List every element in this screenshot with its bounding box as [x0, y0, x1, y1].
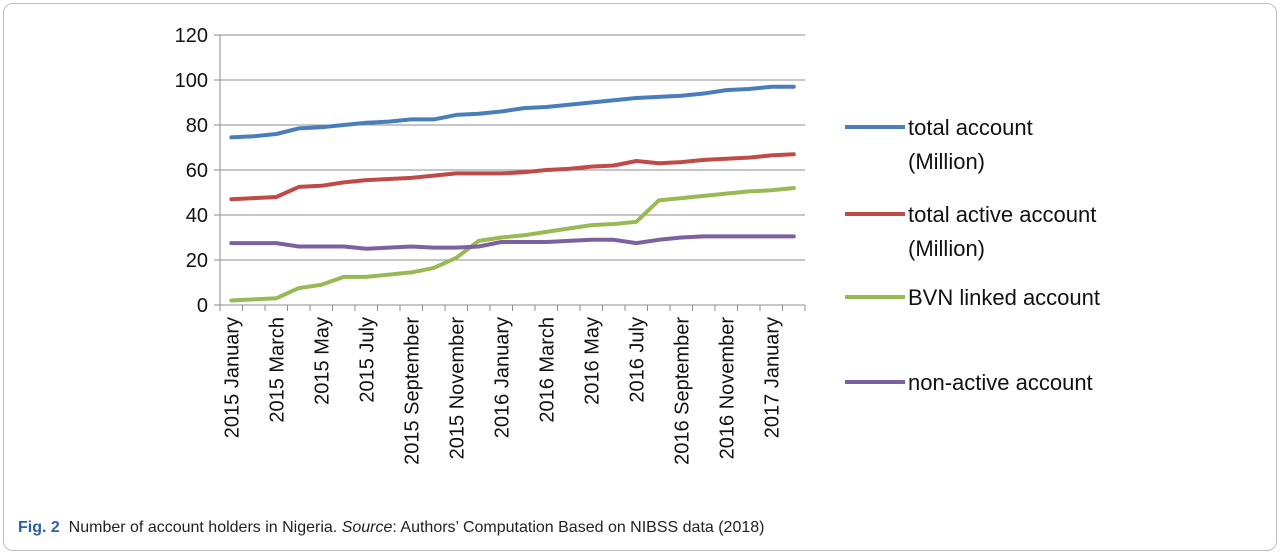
figure-label: Fig. 2 — [18, 519, 60, 536]
figure-caption: Fig. 2 Number of account holders in Nige… — [18, 519, 764, 537]
y-tick-label: 60 — [186, 160, 208, 182]
y-axis-ticks: 0 20 40 60 80 100 120 — [175, 25, 220, 317]
caption-source-label: Source — [341, 519, 393, 536]
x-tick-label: 2015 September — [401, 317, 423, 465]
x-tick-label: 2015 May — [311, 317, 333, 405]
x-tick-label: 2015 January — [221, 317, 243, 438]
x-tick-label: 2016 March — [536, 317, 558, 423]
x-tick-label: 2017 January — [761, 317, 783, 438]
legend-label: total active account — [908, 202, 1096, 227]
legend-label: non-active account — [908, 370, 1093, 395]
y-tick-label: 80 — [186, 115, 208, 137]
series-line — [229, 84, 796, 140]
x-axis-ticks: 2015 January 2015 March 2015 May 2015 July 2… — [219, 305, 806, 465]
caption-source-text: : Authors’ Computation Based on NIBSS da… — [392, 519, 765, 536]
figure-frame — [3, 3, 1277, 551]
legend-label: total account — [908, 115, 1033, 140]
caption-text: Number of account holders in Nigeria. — [68, 519, 338, 536]
y-tick-label: 100 — [175, 70, 208, 92]
legend-label: (Million) — [908, 236, 985, 261]
x-tick-label: 2015 March — [266, 317, 288, 423]
chart-gridlines — [220, 34, 805, 261]
y-tick-label: 20 — [186, 250, 208, 272]
x-tick-label: 2016 September — [671, 317, 693, 465]
x-tick-label: 2015 November — [446, 317, 468, 460]
chart-legend: total account (Million) total active accou… — [845, 115, 1100, 395]
y-tick-label: 0 — [197, 295, 208, 317]
y-tick-label: 120 — [175, 25, 208, 47]
series-line — [229, 152, 796, 202]
x-tick-label: 2016 May — [581, 317, 603, 405]
legend-label: BVN linked account — [908, 285, 1100, 310]
x-tick-label: 2015 July — [356, 317, 378, 403]
series-line — [229, 186, 796, 303]
x-tick-label: 2016 July — [626, 317, 648, 403]
legend-label: (Million) — [908, 149, 985, 174]
series-line — [229, 234, 796, 251]
x-tick-label: 2016 January — [491, 317, 513, 438]
chart-series — [229, 84, 796, 303]
y-tick-label: 40 — [186, 205, 208, 227]
x-tick-label: 2016 November — [716, 317, 738, 460]
